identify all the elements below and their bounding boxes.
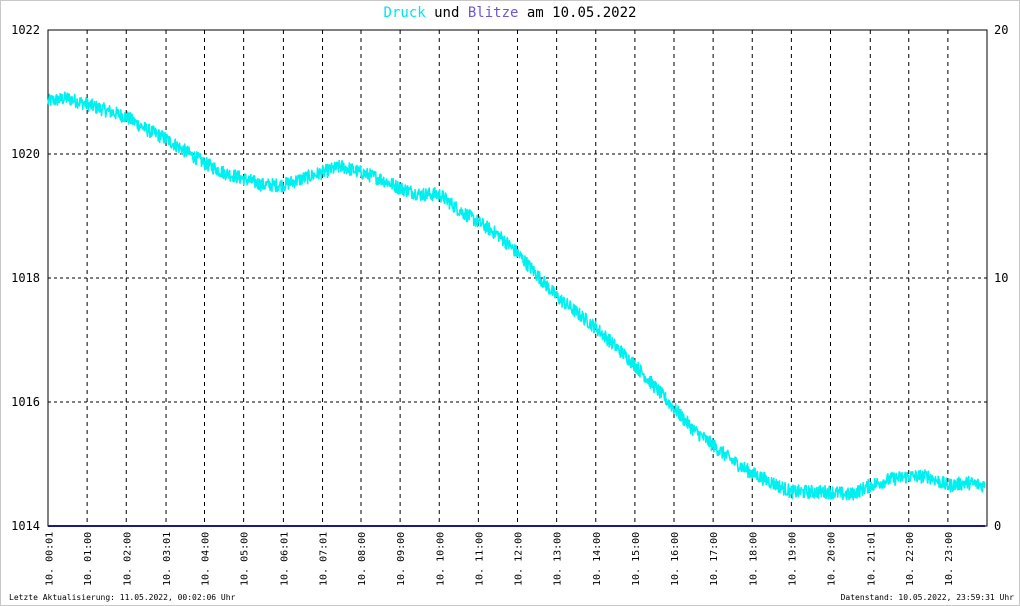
y-left-tick-label: 1014 bbox=[11, 519, 40, 533]
x-tick-label: 10. 09:00 bbox=[396, 532, 407, 586]
x-tick-label: 10. 06:01 bbox=[279, 532, 290, 586]
x-tick-label: 10. 02:00 bbox=[122, 532, 133, 586]
x-tick-label: 10. 15:00 bbox=[631, 532, 642, 586]
y-right-tick-label: 20 bbox=[994, 23, 1008, 37]
data-status-text: Datenstand: 10.05.2022, 23:59:31 Uhr bbox=[840, 593, 1014, 602]
title-series-blitze: Blitze bbox=[467, 5, 519, 21]
x-tick-label: 10. 21:01 bbox=[866, 532, 877, 586]
x-tick-label: 10. 13:00 bbox=[553, 532, 564, 586]
y-right-tick-label: 0 bbox=[994, 519, 1001, 533]
y-left-tick-label: 1022 bbox=[11, 23, 40, 37]
title-connector: und bbox=[434, 5, 460, 21]
y-left-tick-label: 1018 bbox=[11, 271, 40, 285]
title-date: 10.05.2022 bbox=[552, 5, 637, 21]
title-series-druck: Druck bbox=[383, 5, 426, 21]
x-tick-label: 10. 14:00 bbox=[592, 532, 603, 586]
x-tick-label: 10. 19:00 bbox=[787, 532, 798, 586]
x-tick-label: 10. 03:01 bbox=[162, 532, 173, 586]
x-tick-label: 10. 22:00 bbox=[905, 532, 916, 586]
x-tick-label: 10. 16:00 bbox=[670, 532, 681, 586]
x-tick-label: 10. 07:01 bbox=[319, 532, 330, 586]
y-left-tick-label: 1016 bbox=[11, 395, 40, 409]
x-tick-label: 10. 01:00 bbox=[83, 532, 94, 586]
x-tick-label: 10. 23:00 bbox=[944, 532, 955, 586]
x-tick-label: 10. 12:00 bbox=[514, 532, 525, 586]
y-right-tick-label: 10 bbox=[994, 271, 1008, 285]
x-tick-label: 10. 00:01 bbox=[45, 532, 56, 586]
y-left-tick-label: 1020 bbox=[11, 147, 40, 161]
x-tick-label: 10. 08:00 bbox=[357, 532, 368, 586]
x-tick-label: 10. 11:00 bbox=[474, 532, 485, 586]
x-tick-label: 10. 04:00 bbox=[201, 532, 212, 586]
x-tick-label: 10. 18:00 bbox=[748, 532, 759, 586]
x-tick-label: 10. 05:00 bbox=[240, 532, 251, 586]
x-tick-label: 10. 20:00 bbox=[827, 532, 838, 586]
last-update-text: Letzte Aktualisierung: 11.05.2022, 00:02… bbox=[9, 593, 236, 602]
title-date-prefix: am bbox=[526, 5, 544, 21]
series-line-druck bbox=[47, 91, 986, 501]
x-tick-label: 10. 17:00 bbox=[709, 532, 720, 586]
chart-title: Druck und Blitze am 10.05.2022 bbox=[0, 5, 1020, 21]
x-tick-label: 10. 10:00 bbox=[435, 532, 446, 586]
